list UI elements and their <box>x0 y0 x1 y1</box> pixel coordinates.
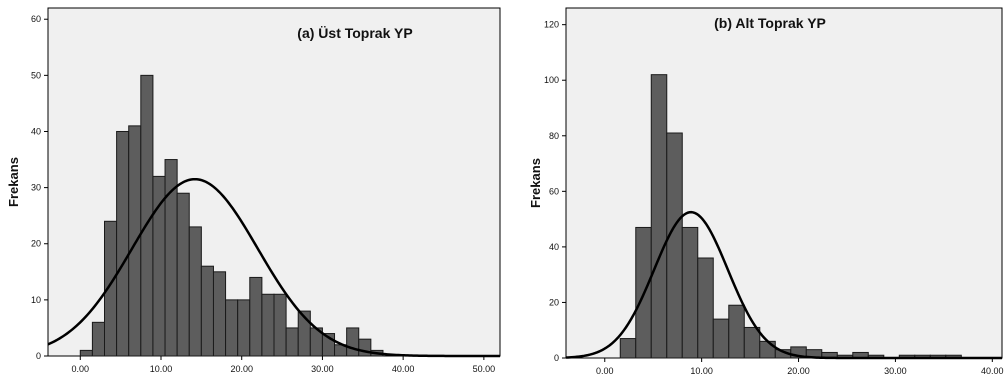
x-tick-label: 0.00 <box>596 366 614 376</box>
y-tick-label: 60 <box>31 14 41 24</box>
histogram-bar <box>759 340 776 359</box>
histogram-bar <box>712 318 730 359</box>
x-tick-label: 30.00 <box>884 366 907 376</box>
x-tick-label: 40.00 <box>981 366 1004 376</box>
y-axis-label: Frekans <box>528 158 543 208</box>
chart-title: (a) Üst Toprak YP <box>297 25 412 41</box>
histogram-bar <box>249 276 263 357</box>
histogram-bar <box>116 130 130 357</box>
histogram-bar <box>346 327 360 357</box>
normal-curve <box>565 210 1002 360</box>
y-tick-label: 120 <box>544 20 559 30</box>
histogram-bar <box>697 257 714 359</box>
histogram-bar <box>261 293 275 357</box>
histogram-bar <box>650 74 668 359</box>
normal-curve <box>47 177 500 358</box>
y-tick-label: 0 <box>554 353 559 363</box>
y-axis-label: Frekans <box>6 157 21 207</box>
y-tick-label: 60 <box>549 186 559 196</box>
x-tick-label: 0.00 <box>72 364 90 374</box>
y-tick-label: 20 <box>31 239 41 249</box>
x-tick-label: 20.00 <box>787 366 810 376</box>
y-tick-label: 30 <box>31 183 41 193</box>
x-tick-label: 20.00 <box>230 364 253 374</box>
histogram-panel-a: 0 10 20 30 40 50 60 0.00 10.00 20.00 30.00 40.00 50.… <box>6 7 501 374</box>
x-tick-label: 30.00 <box>311 364 334 374</box>
histogram-bar <box>188 226 202 357</box>
x-tick-label: 10.00 <box>690 366 713 376</box>
histogram-bar <box>152 175 166 357</box>
y-tick-label: 40 <box>549 242 559 252</box>
histogram-bar <box>237 299 251 357</box>
y-tick-label: 10 <box>31 295 41 305</box>
histogram-chart-b: 0 20 40 60 80 100 120 0.00 10.00 20.00 30.00 40.00 F… <box>528 7 1004 376</box>
histogram-bar <box>728 304 745 359</box>
histogram-bar <box>619 338 637 359</box>
histogram-bar <box>176 192 190 357</box>
histogram-bar <box>91 321 106 357</box>
chart-title: (b) Alt Toprak YP <box>714 15 826 31</box>
plot-area <box>565 7 1003 359</box>
x-tick-label: 10.00 <box>150 364 173 374</box>
histogram-bar <box>273 293 287 357</box>
histogram-bar <box>79 349 93 357</box>
histogram-chart-a: 0 10 20 30 40 50 60 0.00 10.00 20.00 30.00 40.00 50.… <box>6 7 501 374</box>
histogram-bar <box>225 299 239 357</box>
x-tick-label: 50.00 <box>473 364 496 374</box>
histogram-bar <box>666 132 683 359</box>
y-tick-label: 20 <box>549 297 559 307</box>
x-tick-label: 40.00 <box>392 364 415 374</box>
y-tick-label: 80 <box>549 131 559 141</box>
histogram-bar <box>200 265 214 357</box>
histogram-bar <box>681 226 699 359</box>
y-tick-label: 40 <box>31 126 41 136</box>
histogram-bar <box>212 271 227 357</box>
histogram-bar <box>743 326 761 359</box>
y-tick-label: 100 <box>544 75 559 85</box>
histogram-panel-b: 0 20 40 60 80 100 120 0.00 10.00 20.00 30.00 40.00 F… <box>520 0 1004 382</box>
histogram-bar <box>285 327 299 357</box>
y-tick-label: 50 <box>31 70 41 80</box>
y-tick-label: 0 <box>36 351 41 361</box>
histogram-bar <box>128 125 142 357</box>
histogram-bar <box>358 338 372 357</box>
